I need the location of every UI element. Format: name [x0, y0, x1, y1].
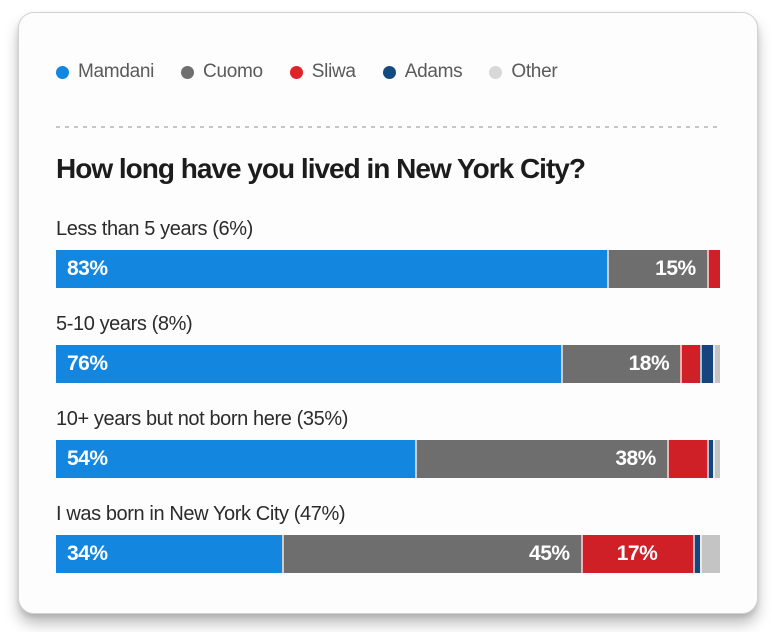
stacked-bar: 54% 38%: [56, 440, 720, 478]
bar-segment-cuomo: 38%: [414, 440, 667, 478]
legend-label: Adams: [404, 61, 463, 82]
category-label: Less than 5 years (6%): [56, 218, 253, 240]
legend-label: Mamdani: [78, 61, 155, 82]
bar-segment-other: [700, 535, 720, 573]
legend-dot-icon: [181, 65, 195, 79]
bar-segment-adams: [700, 345, 714, 383]
bar-segment-mamdani: 83%: [56, 250, 608, 288]
bar-segment-cuomo: 18%: [560, 345, 681, 383]
bar-row: Less than 5 years (6%) 83% 15%: [56, 218, 720, 288]
legend-label: Cuomo: [203, 61, 263, 82]
stacked-bar: 34% 45% 17%: [56, 535, 720, 573]
legend-dot-icon: [382, 65, 396, 79]
value-label: 38%: [615, 447, 656, 470]
value-label: 45%: [529, 542, 570, 565]
value-label: 15%: [655, 257, 696, 280]
bar-segment-sliwa: [666, 440, 707, 478]
legend-item-other: Other: [489, 61, 558, 83]
bar-segment-adams: [706, 440, 714, 478]
bar-segment-sliwa: [680, 345, 701, 383]
bar-segment-mamdani: 76%: [56, 345, 561, 383]
category-label: I was born in New York City (47%): [56, 503, 346, 525]
bar-row: 5-10 years (8%) 76% 18%: [56, 313, 720, 383]
legend-dot-icon: [489, 65, 503, 79]
legend-item-mamdani: Mamdani: [56, 61, 154, 83]
stacked-bar: 83% 15%: [56, 250, 720, 288]
bar-segment-cuomo: 15%: [607, 250, 707, 288]
legend-label: Sliwa: [311, 61, 356, 82]
value-label: 54%: [67, 447, 108, 470]
bar-segment-other: [713, 345, 720, 383]
legend-dot-icon: [56, 65, 69, 79]
legend: Mamdani Cuomo Sliwa Adams Other: [56, 61, 720, 83]
bar-segment-adams: [693, 535, 701, 573]
value-label: 34%: [67, 542, 108, 565]
poll-result-card: Mamdani Cuomo Sliwa Adams Other How long hav…: [18, 12, 758, 614]
legend-item-cuomo: Cuomo: [181, 61, 263, 83]
value-label: 18%: [628, 352, 670, 375]
bar-row: 10+ years but not born here (35%) 54% 38%: [56, 408, 720, 478]
bar-row: I was born in New York City (47%) 34% 45% 1…: [56, 503, 720, 573]
chart-title: How long have you lived in New York City…: [56, 153, 586, 184]
bar-segment-other: [713, 440, 720, 478]
legend-label: Other: [511, 61, 558, 82]
value-label: 76%: [67, 352, 108, 375]
bar-chart: Less than 5 years (6%) 83% 15% 5-10 years (…: [56, 218, 720, 573]
legend-item-adams: Adams: [382, 61, 463, 83]
stacked-bar: 76% 18%: [56, 345, 720, 383]
bar-segment-mamdani: 34%: [56, 535, 282, 573]
value-label: 83%: [67, 257, 108, 280]
category-label: 10+ years but not born here (35%): [56, 408, 348, 430]
category-label: 5-10 years (8%): [56, 313, 193, 335]
bar-segment-cuomo: 45%: [281, 535, 581, 573]
value-label: 17%: [616, 542, 658, 565]
bar-segment-sliwa: 17%: [580, 535, 694, 573]
bar-segment-sliwa: [706, 250, 720, 288]
legend-item-sliwa: Sliwa: [289, 61, 356, 83]
dashed-divider: [56, 126, 720, 128]
legend-dot-icon: [289, 65, 303, 79]
bar-segment-mamdani: 54%: [56, 440, 415, 478]
